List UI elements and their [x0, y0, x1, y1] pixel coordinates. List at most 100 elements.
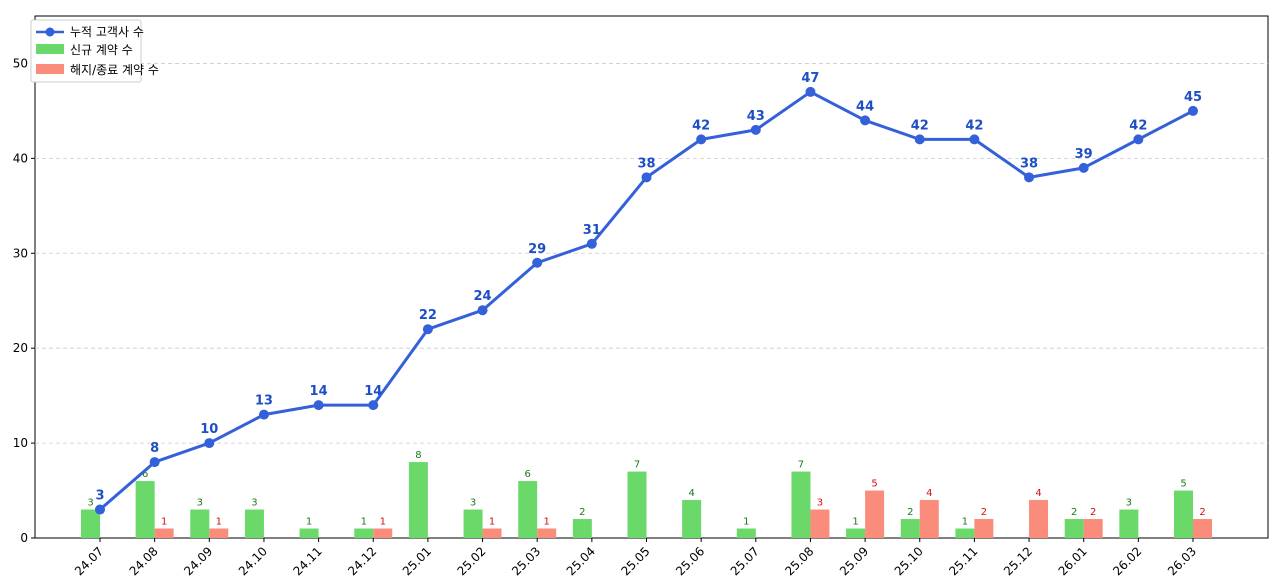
bar-exit-label: 1 [544, 517, 550, 528]
line-point [1133, 134, 1144, 145]
x-tick-label: 26.01 [1056, 544, 1090, 578]
x-tick-label: 25.04 [564, 544, 598, 578]
bar-exit-contract [209, 528, 229, 538]
bar-new-contract [955, 528, 975, 538]
bar-exit-contract [482, 528, 502, 538]
line-point [95, 504, 105, 515]
line-point-label: 10 [200, 422, 218, 437]
bar-exit-contract [974, 519, 994, 538]
bar-exit-label: 5 [871, 479, 877, 490]
bar-new-contract [682, 500, 702, 538]
bar-new-label: 3 [251, 498, 257, 509]
line-point-label: 8 [150, 441, 159, 456]
line-point [750, 124, 761, 135]
line-point-label: 43 [747, 109, 765, 124]
bar-new-contract [791, 471, 811, 538]
bar-exit-label: 2 [981, 507, 987, 518]
line-point [1188, 105, 1198, 116]
bar-new-label: 7 [634, 460, 640, 471]
bar-new-contract [627, 471, 647, 538]
bar-new-contract [244, 509, 264, 538]
line-point [532, 257, 543, 268]
bar-new-contract [299, 528, 319, 538]
line-point [1024, 172, 1035, 183]
x-tick-label: 25.07 [728, 544, 762, 578]
line-point-label: 45 [1184, 90, 1202, 105]
bar-new-label: 3 [1126, 498, 1132, 509]
bar-new-label: 8 [415, 450, 421, 461]
bar-exit-contract [537, 528, 557, 538]
bar-new-label: 4 [688, 488, 694, 499]
bar-new-contract [1064, 519, 1084, 538]
bar-new-label: 3 [470, 498, 476, 509]
bar-exit-label: 1 [489, 517, 495, 528]
bar-new-label: 1 [743, 517, 749, 528]
bar-new-contract [1119, 509, 1139, 538]
bar-new-label: 2 [579, 507, 585, 518]
bar-new-contract [463, 509, 483, 538]
x-tick-label: 25.08 [782, 544, 816, 578]
line-point [914, 134, 925, 145]
bar-exit-label: 3 [817, 498, 823, 509]
line-point [641, 172, 652, 183]
x-tick-label: 25.12 [1001, 544, 1035, 578]
bar-new-label: 1 [962, 517, 968, 528]
bar-new-contract [572, 519, 592, 538]
y-tick-label: 40 [13, 151, 28, 165]
bar-new-label: 7 [798, 460, 804, 471]
y-tick-label: 0 [20, 531, 28, 545]
x-tick-label: 25.09 [837, 544, 871, 578]
bar-exit-label: 4 [1035, 488, 1041, 499]
x-tick-label: 24.09 [181, 544, 215, 578]
bar-exit-label: 1 [161, 517, 167, 528]
bar-new-label: 2 [1071, 507, 1077, 518]
bar-new-contract [190, 509, 210, 538]
line-point-label: 42 [1129, 118, 1147, 133]
legend-line-marker [45, 27, 55, 37]
line-point-label: 42 [965, 118, 983, 133]
bar-new-contract [135, 481, 155, 538]
bar-new-contract [408, 462, 428, 538]
legend: 누적 고객사 수 신규 계약 수 해지/종료 계약 수 [30, 19, 159, 83]
line-point-label: 38 [637, 156, 655, 171]
bar-new-contract [900, 519, 920, 538]
bar-exit-contract [1193, 519, 1212, 538]
bar-new-contract [354, 528, 374, 538]
line-point-label: 42 [911, 118, 929, 133]
bar-series: 3 6 1 3 1 3 1 1 1 8 3 1 6 1 2 7 4 1 7 3 1 5 2 4 1 2 4 2 2 3 5 2 [81, 450, 1212, 538]
bar-new-contract [1174, 490, 1193, 538]
bar-exit-contract [919, 500, 939, 538]
bar-new-label: 6 [525, 469, 531, 480]
bar-exit-contract [373, 528, 393, 538]
line-point-label: 29 [528, 242, 546, 257]
line-point [313, 400, 324, 411]
x-tick-label: 25.05 [618, 544, 652, 578]
bar-new-label: 2 [907, 507, 913, 518]
bar-new-label: 3 [87, 498, 93, 509]
x-tick-label: 24.08 [127, 544, 161, 578]
legend-label-cumulative: 누적 고객사 수 [70, 25, 144, 39]
bar-exit-label: 4 [926, 488, 932, 499]
line-point [586, 238, 597, 249]
legend-exit-swatch [36, 64, 64, 74]
x-tick-label: 25.10 [892, 544, 926, 578]
line-point [477, 305, 488, 316]
bar-exit-label: 2 [1199, 507, 1205, 518]
bar-new-label: 1 [361, 517, 367, 528]
line-point [860, 115, 871, 126]
x-tick-label: 24.11 [291, 544, 325, 578]
line-point-label: 14 [364, 384, 382, 399]
bar-exit-contract [154, 528, 174, 538]
line-point [1078, 162, 1089, 173]
x-tick-label: 25.06 [673, 544, 707, 578]
legend-label-exit: 해지/종료 계약 수 [70, 62, 159, 77]
line-point [422, 324, 433, 335]
x-tick-label: 26.03 [1165, 544, 1199, 578]
line-point-label: 39 [1075, 147, 1093, 162]
plot-area [34, 15, 1269, 539]
line-point-label: 22 [419, 308, 437, 323]
y-tick-label: 10 [13, 436, 28, 450]
